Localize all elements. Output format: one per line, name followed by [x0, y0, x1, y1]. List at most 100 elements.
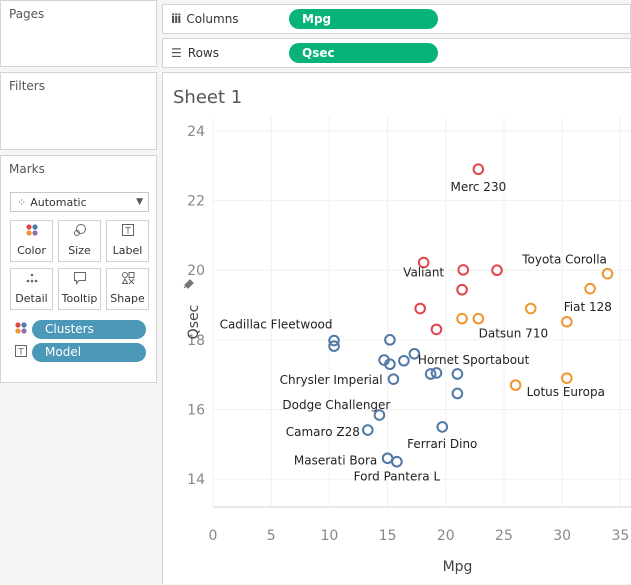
point-label: Ferrari Dino — [407, 437, 477, 451]
y-tick-label: 24 — [187, 124, 205, 140]
color-button[interactable]: Color — [10, 220, 53, 262]
y-tick-label: 22 — [187, 194, 205, 210]
columns-shelf-label: iii Columns — [171, 12, 239, 26]
label-icon: T — [14, 344, 32, 361]
data-point[interactable] — [561, 372, 573, 384]
data-point[interactable] — [451, 368, 464, 380]
data-point[interactable] — [424, 368, 437, 380]
x-tick-label: 15 — [379, 528, 397, 544]
shape-icon — [121, 271, 135, 288]
rows-shelf[interactable]: ☰ Rows Qsec — [162, 38, 631, 68]
point-label: Fiat 128 — [564, 300, 612, 314]
detail-button[interactable]: Detail — [10, 268, 53, 310]
label-button[interactable]: T Label — [106, 220, 149, 262]
svg-text:T: T — [17, 347, 24, 357]
columns-shelf[interactable]: iii Columns Mpg — [162, 4, 631, 34]
data-point[interactable] — [398, 354, 410, 367]
worksheet-view[interactable]: Sheet 1 0 5 10 15 20 25 30 35 14 16 18 20 22 24 Mpg Qse… — [162, 72, 631, 584]
tooltip-button[interactable]: Tooltip — [58, 268, 101, 310]
x-tick-label: 20 — [437, 528, 455, 544]
point-label: Datsun 710 — [479, 327, 548, 341]
data-point[interactable] — [509, 379, 522, 391]
data-point[interactable] — [328, 334, 340, 347]
automatic-mark-icon: ⁘ — [17, 195, 27, 209]
point-label: Hornet Sportabout — [418, 353, 530, 367]
model-pill[interactable]: Model — [32, 342, 146, 362]
color-dots-icon — [14, 321, 32, 338]
pages-title: Pages — [9, 7, 45, 21]
data-point[interactable] — [373, 409, 386, 421]
y-tick-label: 20 — [187, 263, 205, 279]
data-point[interactable] — [451, 387, 464, 400]
chevron-down-icon[interactable]: ▼ — [136, 197, 143, 207]
label-icon: T — [121, 223, 135, 240]
sheet-title: Sheet 1 — [173, 87, 243, 108]
x-tick-label: 30 — [553, 528, 571, 544]
model-field-row: T Model — [14, 342, 146, 362]
mpg-pill[interactable]: Mpg — [289, 9, 438, 29]
mark-type-dropdown[interactable]: ⁘ Automatic ▼ — [10, 192, 149, 212]
point-label: Lotus Europa — [527, 385, 605, 399]
data-point[interactable] — [384, 358, 396, 371]
size-icon — [73, 223, 87, 240]
data-point[interactable] — [328, 340, 340, 352]
x-tick-label: 10 — [320, 528, 338, 544]
clusters-pill[interactable]: Clusters — [32, 319, 146, 339]
data-point[interactable] — [430, 323, 443, 336]
svg-text:T: T — [124, 227, 131, 237]
point-label: Valiant — [403, 266, 444, 280]
data-point[interactable] — [491, 264, 503, 277]
size-button[interactable]: Size — [58, 220, 101, 262]
color-button-label: Color — [17, 244, 46, 257]
data-point[interactable] — [361, 424, 374, 436]
point-label: Merc 230 — [450, 180, 506, 194]
point-label: Ford Pantera L — [354, 470, 441, 484]
point-label: Maserati Bora — [294, 453, 377, 467]
rows-icon: ☰ — [171, 46, 182, 60]
data-point[interactable] — [408, 347, 421, 360]
shape-button[interactable]: Shape — [106, 268, 149, 310]
data-point[interactable] — [457, 264, 470, 276]
shape-button-label: Shape — [110, 292, 145, 305]
point-label: Toyota Corolla — [521, 253, 607, 267]
tooltip-button-label: Tooltip — [61, 292, 98, 305]
y-axis-title[interactable]: Qsec — [186, 305, 202, 340]
x-tick-label: 25 — [495, 528, 513, 544]
size-button-label: Size — [68, 244, 91, 257]
data-point[interactable] — [601, 267, 614, 280]
data-point[interactable] — [456, 312, 468, 325]
filters-card[interactable]: Filters — [0, 72, 157, 150]
data-point[interactable] — [414, 302, 426, 315]
label-button-label: Label — [112, 244, 143, 257]
clusters-field-row: Clusters — [14, 319, 146, 339]
x-axis-title[interactable]: Mpg — [443, 559, 473, 575]
point-label: Cadillac Fleetwood — [220, 318, 333, 332]
data-point[interactable] — [524, 302, 537, 315]
x-tick-label: 35 — [611, 528, 629, 544]
x-tick-label: 5 — [267, 528, 276, 544]
data-point[interactable] — [436, 421, 449, 433]
data-point[interactable] — [561, 315, 573, 328]
point-label: Chrysler Imperial — [280, 373, 383, 387]
scatter-plot[interactable]: 0 5 10 15 20 25 30 35 14 16 18 20 22 24 Mpg Qsec Merc 23… — [163, 73, 631, 585]
data-point[interactable] — [384, 334, 396, 346]
marks-card: Marks ⁘ Automatic ▼ Color Size T Label D… — [0, 155, 157, 383]
detail-button-label: Detail — [15, 292, 48, 305]
point-label: Camaro Z28 — [286, 425, 360, 439]
data-point[interactable] — [430, 367, 443, 379]
data-point[interactable] — [472, 312, 485, 325]
data-point[interactable] — [387, 373, 400, 386]
data-point[interactable] — [417, 256, 430, 269]
y-tick-label: 16 — [187, 403, 205, 419]
columns-icon: iii — [171, 12, 181, 26]
marks-title: Marks — [9, 162, 45, 176]
data-point[interactable] — [456, 283, 468, 296]
data-point[interactable] — [472, 163, 485, 176]
data-point[interactable] — [584, 282, 596, 295]
qsec-pill[interactable]: Qsec — [289, 43, 438, 63]
point-label: Dodge Challenger — [282, 398, 390, 412]
tooltip-icon — [73, 271, 87, 288]
detail-icon — [25, 271, 39, 288]
data-point[interactable] — [391, 455, 403, 468]
pin-icon[interactable] — [183, 279, 194, 289]
